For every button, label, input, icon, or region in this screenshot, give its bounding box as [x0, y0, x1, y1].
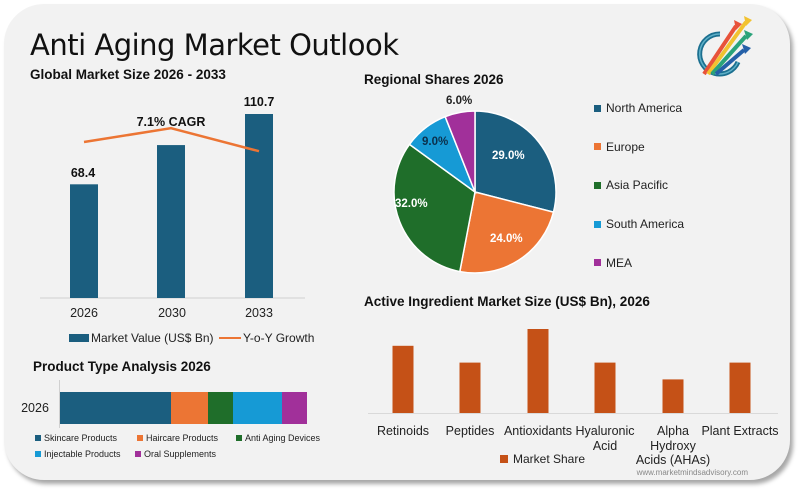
x-tick-alpha-hydroxy-acids-ahas-: Alpha Hydroxy Acids (AHAs) [628, 424, 718, 468]
legend-swatch [137, 435, 143, 441]
legend-north-america: North America [594, 101, 682, 115]
bar-hyaluronic-acid [594, 362, 616, 413]
x-tick-line: Hydroxy [650, 438, 696, 453]
bar-peptides [459, 362, 481, 413]
bar-2030 [157, 145, 185, 298]
market-size-title: Global Market Size 2026 - 2033 [30, 67, 226, 82]
segment-injectable-products [232, 392, 283, 424]
arrows-growth-logo-icon [697, 16, 753, 77]
product-type-stacked-bar [59, 392, 307, 424]
bar-retinoids [392, 345, 414, 413]
legend-market-value: Market Value (US$ Bn) [69, 331, 214, 345]
pie-label-europe: 24.0% [490, 233, 523, 245]
legend-label: Europe [606, 139, 645, 154]
legend-label: Market Value (US$ Bn) [91, 331, 214, 345]
legend-swatch [35, 451, 41, 457]
page-title: Anti Aging Market Outlook [30, 28, 399, 62]
pie-slice-asia-pacific [393, 143, 476, 273]
legend-south-america: South America [594, 217, 684, 231]
legend-haircare-products: Haircare Products [137, 433, 218, 443]
bar-antioxidants [527, 329, 549, 413]
market-size-chart [40, 114, 305, 299]
x-tick-line: Hyaluronic [575, 424, 635, 438]
bar-2033 [245, 114, 273, 298]
y-tick-2026: 2026 [21, 401, 49, 415]
active-ingredient-title: Active Ingredient Market Size (US$ Bn), … [364, 294, 650, 309]
x-tick-line: Plant Extracts [701, 424, 779, 438]
yoy-growth-line [83, 126, 260, 153]
bar-plant-extracts [729, 362, 751, 413]
legend-label: Skincare Products [44, 433, 118, 443]
x-tick-line: Antioxidants [503, 424, 573, 438]
active-ingredient-chart [368, 329, 778, 414]
legend-label: Asia Pacific [606, 178, 669, 193]
x-tick-2033: 2033 [245, 306, 273, 320]
legend-swatch [594, 143, 601, 151]
legend-label: Y-o-Y Growth [243, 331, 315, 345]
legend-label: Market Share [513, 452, 586, 466]
regional-shares-title: Regional Shares 2026 [364, 72, 504, 87]
x-tick-hyaluronic-acid: Hyaluronic Acid [560, 424, 650, 453]
x-tick-retinoids: Retinoids [358, 424, 448, 439]
segment-haircare-products [170, 392, 208, 424]
data-label-2033: 110.7 [243, 95, 275, 109]
x-tick-line: Alpha [657, 424, 689, 438]
legend-label: Anti Aging Devices [245, 433, 321, 443]
legend-swatch [594, 259, 601, 267]
x-tick-plant-extracts: Plant Extracts [695, 424, 785, 439]
x-tick-line: Acids (AHAs) [635, 453, 711, 467]
cagr-annotation: 7.1% CAGR [136, 115, 206, 129]
watermark: www.marketmindsadvisory.com [636, 468, 748, 477]
legend-swatch [135, 451, 141, 457]
pie-label-south-america: 9.0% [422, 136, 449, 148]
x-tick-2026: 2026 [70, 306, 98, 320]
legend-swatch [594, 104, 601, 112]
bar-alpha-hydroxy-acids-ahas- [662, 379, 684, 413]
legend-injectable-products: Injectable Products [35, 449, 121, 459]
legend-swatch-market-value [69, 334, 89, 342]
segment-skincare-products [59, 392, 171, 424]
legend-asia-pacific: Asia Pacific [594, 178, 668, 192]
legend-swatch [594, 181, 601, 189]
legend-label: Haircare Products [146, 433, 219, 443]
legend-swatch [35, 435, 41, 441]
pie-label-north-america: 29.0% [492, 150, 525, 162]
legend-label: South America [606, 217, 685, 232]
regional-shares-pie [393, 110, 557, 274]
segment-oral-supplements [282, 392, 307, 424]
product-type-title: Product Type Analysis 2026 [33, 359, 211, 374]
x-tick-2030: 2030 [158, 306, 186, 320]
legend-label: Oral Supplements [144, 449, 217, 459]
legend-europe: Europe [594, 140, 645, 154]
pie-label-mea: 6.0% [446, 95, 473, 107]
y-axis-line [59, 380, 60, 428]
legend-swatch [236, 435, 242, 441]
bar-2026 [70, 184, 98, 298]
legend-label: North America [606, 101, 683, 115]
pie-label-asia-pacific: 32.0% [395, 198, 428, 210]
legend-skincare-products: Skincare Products [35, 433, 117, 443]
x-tick-antioxidants: Antioxidants [493, 424, 583, 439]
x-tick-line: Retinoids [376, 424, 430, 438]
legend-market-share: Market Share [500, 452, 585, 466]
legend-oral-supplements: Oral Supplements [135, 449, 216, 459]
x-tick-line: Peptides [445, 424, 495, 438]
legend-swatch [594, 220, 601, 228]
legend-swatch-yoy [219, 337, 241, 339]
legend-yoy-growth: Y-o-Y Growth [219, 331, 314, 345]
legend-mea: MEA [594, 256, 632, 270]
pie-slice-mea [444, 110, 476, 193]
legend-anti-aging-devices: Anti Aging Devices [236, 433, 320, 443]
pie-slice-europe [458, 191, 555, 274]
legend-swatch-market-share [500, 455, 508, 463]
legend-label: MEA [606, 255, 633, 270]
data-label-2026: 68.4 [70, 166, 96, 180]
legend-label: Injectable Products [44, 449, 121, 459]
x-tick-line: Acid [592, 438, 618, 453]
segment-anti-aging-devices [207, 392, 233, 424]
x-tick-peptides: Peptides [425, 424, 515, 439]
pie-slice-north-america [474, 110, 557, 214]
